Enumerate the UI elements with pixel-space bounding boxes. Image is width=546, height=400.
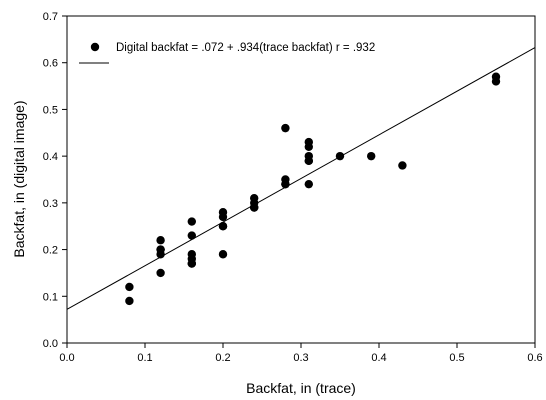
data-point: [367, 151, 376, 161]
plot-border: [66, 15, 536, 344]
x-tick-label: 0.4: [371, 352, 386, 364]
x-tick-label: 0.6: [527, 352, 542, 364]
y-tick-label: 0.6: [43, 58, 58, 70]
data-point: [187, 259, 196, 268]
y-tick-label: 0.2: [43, 245, 58, 257]
y-axis-title: Backfat, in (digital image): [11, 100, 27, 257]
x-tick-label: 0.5: [449, 352, 464, 364]
data-point: [218, 212, 228, 222]
data-point: [304, 142, 313, 151]
data-point: [156, 236, 165, 245]
x-tick-label: 0.2: [215, 352, 230, 364]
regression-line-group: [67, 47, 535, 310]
data-point: [156, 268, 165, 278]
legend: Digital backfat = .072 + .934(trace back…: [79, 42, 375, 64]
data-point: [304, 156, 313, 166]
data-point: [125, 282, 134, 292]
y-tick-label: 0.4: [43, 151, 58, 163]
y-tick-label: 0.1: [43, 291, 58, 303]
data-point: [218, 250, 228, 259]
y-tick-label: 0.3: [43, 198, 58, 210]
regression-line: [67, 47, 535, 310]
y-tick-label: 0.7: [43, 11, 58, 23]
data-point: [491, 77, 501, 86]
x-tick-label: 0.1: [137, 352, 152, 364]
data-point: [187, 217, 196, 226]
y-axis: 0.0 0.1 0.2 0.3 0.4 0.5 0.6 0.7: [43, 11, 67, 350]
data-point: [156, 250, 165, 259]
data-point: [281, 179, 290, 189]
y-tick-label: 0.5: [43, 104, 58, 116]
data-point: [335, 151, 345, 161]
plot-area: [67, 47, 535, 310]
plot-frame: [66, 15, 536, 344]
data-point: [398, 161, 407, 170]
data-point: [187, 231, 196, 240]
data-point: [281, 123, 290, 133]
data-point: [250, 203, 259, 212]
x-tick-label: 0.0: [59, 352, 74, 364]
x-tick-label: 0.3: [293, 352, 308, 364]
data-point: [125, 296, 134, 306]
legend-label: Digital backfat = .072 + .934(trace back…: [116, 42, 375, 54]
data-point: [218, 222, 228, 231]
y-tick-label: 0.0: [43, 338, 58, 350]
x-axis-title: Backfat, in (trace): [246, 380, 356, 396]
data-points: [125, 72, 501, 306]
legend-marker: [90, 42, 100, 52]
x-axis: 0.0 0.1 0.2 0.3 0.4 0.5 0.6: [59, 343, 543, 364]
data-point: [304, 179, 313, 189]
